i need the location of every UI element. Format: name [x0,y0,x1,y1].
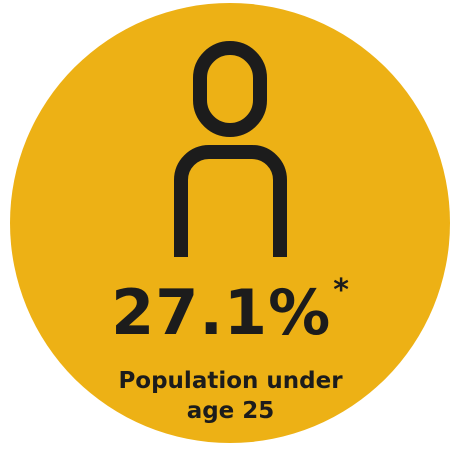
stat-label: Population under age 25 [0,366,461,426]
stat-circle-background [10,3,450,443]
stat-value: 27.1%* [0,276,461,344]
stat-value-number: 27.1% [111,276,332,349]
person-body-shape [174,145,287,257]
stat-label-line-1: Population under [118,368,343,394]
stat-label-line-2: age 25 [186,398,275,424]
footnote-marker: * [333,273,350,308]
person-head-shape [193,41,267,137]
